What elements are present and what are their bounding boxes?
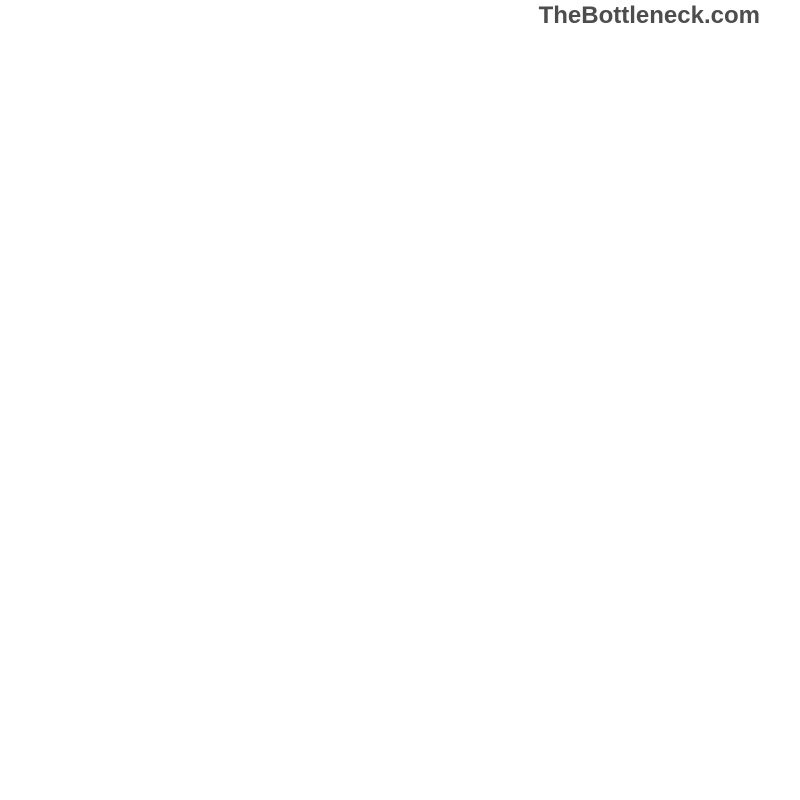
watermark-text: TheBottleneck.com <box>539 2 760 30</box>
chart-container: TheBottleneck.com <box>0 0 800 800</box>
bottleneck-heatmap <box>36 36 764 764</box>
